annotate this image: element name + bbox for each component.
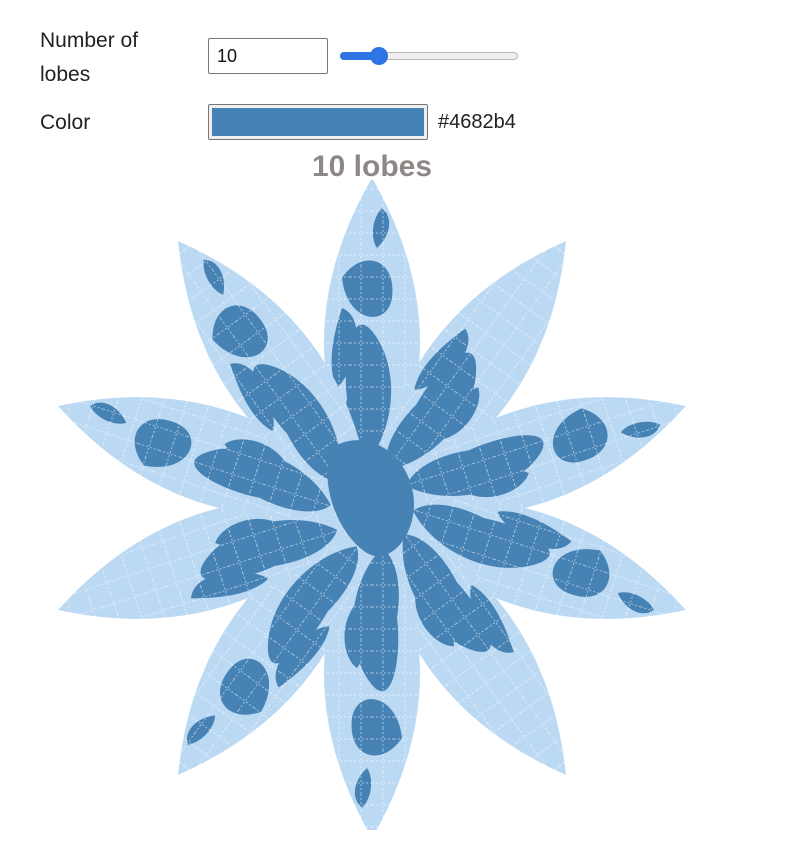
interrupted-flower-map <box>0 180 744 830</box>
slider-thumb[interactable] <box>370 47 388 65</box>
lobes-slider[interactable] <box>340 47 518 65</box>
color-picker[interactable] <box>208 104 428 140</box>
lobes-title: 10 lobes <box>0 150 744 184</box>
lobes-control-row: Number of lobes <box>40 24 560 94</box>
color-swatch <box>212 108 424 136</box>
lobes-group <box>27 180 717 830</box>
color-hex-value: #4682b4 <box>438 106 516 138</box>
color-label: Color <box>40 106 90 140</box>
controls-panel: Number of lobes Color #4682b4 <box>40 24 560 94</box>
lobes-label: Number of lobes <box>40 24 180 92</box>
lobes-number-input[interactable] <box>208 38 328 74</box>
color-control-row: Color #4682b4 <box>40 104 560 140</box>
